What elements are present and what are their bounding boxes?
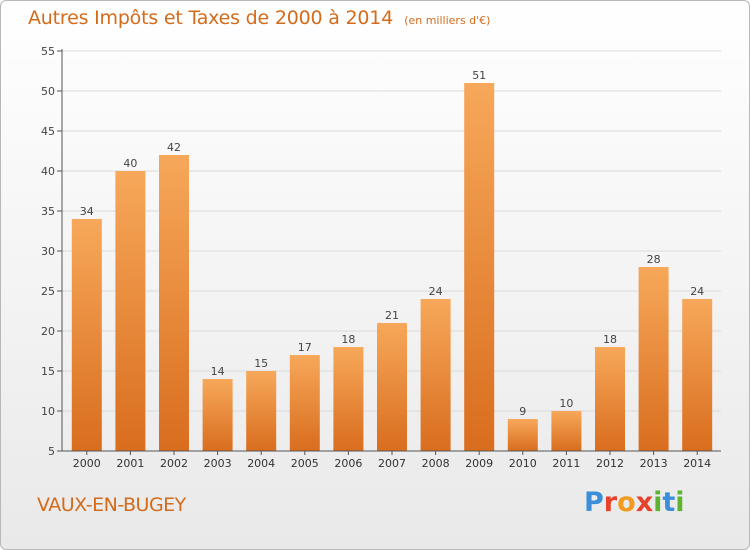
y-tick-label: 40	[41, 165, 55, 178]
data-label: 24	[429, 285, 443, 298]
x-tick-label: 2014	[683, 457, 711, 470]
logo-letter: i	[675, 487, 685, 518]
data-label: 15	[254, 357, 268, 370]
x-tick-label: 2008	[422, 457, 450, 470]
bar-2009	[464, 83, 495, 451]
x-tick-label: 2000	[73, 457, 101, 470]
bar-2011	[551, 411, 582, 451]
bar-2014	[682, 299, 713, 451]
y-tick-label: 45	[41, 125, 55, 138]
bar-2013	[638, 267, 669, 451]
y-tick-label: 15	[41, 365, 55, 378]
x-tick-label: 2010	[509, 457, 537, 470]
y-tick-label: 10	[41, 405, 55, 418]
y-tick-label: 30	[41, 245, 55, 258]
x-tick-label: 2013	[640, 457, 668, 470]
x-tick-label: 2001	[116, 457, 144, 470]
logo-letter: i	[653, 487, 663, 518]
data-label: 17	[298, 341, 312, 354]
data-label: 10	[559, 397, 573, 410]
data-label: 51	[472, 69, 486, 82]
x-tick-label: 2011	[552, 457, 580, 470]
x-tick-label: 2006	[334, 457, 362, 470]
x-tick-label: 2002	[160, 457, 188, 470]
data-label: 18	[341, 333, 355, 346]
logo-letter: r	[603, 487, 618, 518]
bar-2010	[507, 419, 538, 451]
x-tick-label: 2009	[465, 457, 493, 470]
bar-2002	[159, 155, 189, 451]
y-tick-label: 5	[48, 445, 55, 458]
data-label: 40	[123, 157, 137, 170]
data-label: 18	[603, 333, 617, 346]
data-label: 9	[519, 405, 526, 418]
logo-letter: o	[617, 487, 636, 518]
logo-letter: P	[584, 487, 604, 518]
chart-title: Autres Impôts et Taxes de 2000 à 2014 (e…	[28, 7, 490, 29]
bar-2012	[595, 347, 625, 451]
bar-2005	[289, 355, 320, 451]
proxiti-logo: Proxiti	[584, 487, 685, 518]
x-tick-label: 2003	[204, 457, 232, 470]
y-tick-label: 50	[41, 85, 55, 98]
x-tick-label: 2007	[378, 457, 406, 470]
y-tick-label: 55	[41, 45, 55, 58]
x-tick-label: 2005	[291, 457, 319, 470]
y-tick-label: 35	[41, 205, 55, 218]
data-label: 24	[690, 285, 704, 298]
title-text: Autres Impôts et Taxes de 2000 à 2014	[28, 7, 394, 29]
bar-2006	[333, 347, 364, 451]
y-tick-label: 25	[41, 285, 55, 298]
logo-letter: t	[662, 487, 676, 518]
x-tick-label: 2004	[247, 457, 275, 470]
bar-2007	[377, 323, 407, 451]
data-label: 14	[211, 365, 225, 378]
title-unit: (en milliers d'€)	[404, 14, 491, 27]
bar-2000	[71, 219, 102, 451]
data-label: 21	[385, 309, 399, 322]
commune-name: VAUX-EN-BUGEY	[37, 494, 186, 516]
data-label: 34	[80, 205, 94, 218]
data-label: 28	[647, 253, 661, 266]
bar-2004	[246, 371, 277, 451]
logo-letter: x	[635, 487, 654, 518]
bar-2008	[420, 299, 451, 451]
bar-2001	[115, 171, 146, 451]
y-tick-label: 20	[41, 325, 55, 338]
x-tick-label: 2012	[596, 457, 624, 470]
bar-2003	[202, 379, 233, 451]
data-label: 42	[167, 141, 181, 154]
